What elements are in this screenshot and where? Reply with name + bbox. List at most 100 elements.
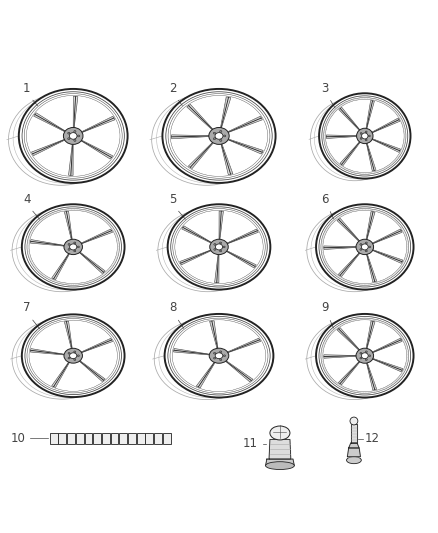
Ellipse shape bbox=[223, 246, 225, 248]
Polygon shape bbox=[366, 321, 375, 350]
Polygon shape bbox=[339, 107, 361, 132]
Polygon shape bbox=[339, 252, 361, 277]
Ellipse shape bbox=[369, 355, 371, 357]
Polygon shape bbox=[215, 253, 219, 282]
Ellipse shape bbox=[165, 314, 273, 398]
Ellipse shape bbox=[68, 248, 70, 251]
Ellipse shape bbox=[270, 426, 290, 440]
Text: 9: 9 bbox=[321, 301, 329, 314]
Ellipse shape bbox=[346, 457, 361, 464]
Polygon shape bbox=[210, 321, 218, 350]
Bar bbox=[85, 433, 92, 444]
Polygon shape bbox=[79, 229, 113, 245]
Ellipse shape bbox=[361, 353, 368, 359]
Polygon shape bbox=[32, 139, 67, 156]
Polygon shape bbox=[340, 141, 361, 165]
Polygon shape bbox=[182, 226, 213, 244]
Polygon shape bbox=[224, 360, 253, 382]
Polygon shape bbox=[78, 251, 105, 273]
Ellipse shape bbox=[213, 357, 215, 359]
Polygon shape bbox=[324, 355, 358, 358]
Bar bbox=[93, 433, 101, 444]
Bar bbox=[128, 433, 136, 444]
Polygon shape bbox=[73, 96, 78, 130]
Text: 12: 12 bbox=[365, 432, 380, 445]
Polygon shape bbox=[366, 101, 374, 130]
Bar bbox=[111, 433, 118, 444]
Text: 7: 7 bbox=[23, 301, 31, 314]
Text: 5: 5 bbox=[169, 192, 177, 206]
Ellipse shape bbox=[365, 359, 367, 360]
Ellipse shape bbox=[22, 204, 124, 289]
Polygon shape bbox=[220, 97, 231, 130]
Polygon shape bbox=[337, 219, 361, 243]
Polygon shape bbox=[226, 338, 261, 353]
Ellipse shape bbox=[360, 138, 362, 139]
Bar bbox=[137, 433, 145, 444]
Bar bbox=[154, 433, 162, 444]
Ellipse shape bbox=[213, 352, 215, 354]
Ellipse shape bbox=[209, 348, 229, 364]
Ellipse shape bbox=[64, 348, 82, 363]
Ellipse shape bbox=[360, 357, 362, 359]
Ellipse shape bbox=[64, 239, 82, 255]
Polygon shape bbox=[52, 252, 70, 280]
Polygon shape bbox=[219, 211, 223, 241]
Ellipse shape bbox=[219, 242, 222, 244]
Polygon shape bbox=[79, 139, 113, 159]
Ellipse shape bbox=[267, 411, 293, 466]
Ellipse shape bbox=[162, 89, 276, 183]
Ellipse shape bbox=[360, 133, 362, 134]
Polygon shape bbox=[366, 212, 375, 241]
Ellipse shape bbox=[365, 351, 367, 353]
Polygon shape bbox=[225, 250, 256, 268]
Polygon shape bbox=[171, 135, 211, 139]
Polygon shape bbox=[64, 321, 72, 350]
Polygon shape bbox=[371, 229, 402, 245]
Polygon shape bbox=[78, 360, 105, 382]
Ellipse shape bbox=[74, 359, 76, 360]
Ellipse shape bbox=[219, 250, 222, 252]
Ellipse shape bbox=[74, 131, 76, 132]
Ellipse shape bbox=[362, 133, 368, 139]
Polygon shape bbox=[366, 253, 377, 282]
Text: 2: 2 bbox=[169, 82, 177, 94]
Ellipse shape bbox=[68, 352, 70, 354]
Polygon shape bbox=[173, 349, 212, 355]
Polygon shape bbox=[349, 443, 359, 448]
Ellipse shape bbox=[78, 246, 79, 248]
Ellipse shape bbox=[215, 133, 223, 139]
Text: 8: 8 bbox=[169, 301, 177, 314]
Ellipse shape bbox=[219, 351, 222, 353]
Ellipse shape bbox=[68, 138, 70, 140]
Ellipse shape bbox=[70, 353, 77, 359]
Polygon shape bbox=[79, 338, 113, 353]
Ellipse shape bbox=[78, 135, 80, 137]
Ellipse shape bbox=[68, 357, 70, 359]
Polygon shape bbox=[351, 424, 357, 443]
Ellipse shape bbox=[68, 132, 70, 134]
Bar bbox=[163, 433, 171, 444]
Ellipse shape bbox=[219, 359, 222, 360]
Ellipse shape bbox=[350, 417, 358, 425]
Polygon shape bbox=[226, 139, 263, 154]
Polygon shape bbox=[30, 349, 66, 355]
Bar bbox=[49, 433, 57, 444]
Text: 3: 3 bbox=[321, 82, 328, 94]
Ellipse shape bbox=[215, 353, 223, 359]
Polygon shape bbox=[326, 135, 358, 139]
Polygon shape bbox=[366, 142, 376, 171]
Ellipse shape bbox=[365, 242, 367, 244]
Polygon shape bbox=[188, 141, 215, 168]
Ellipse shape bbox=[70, 244, 77, 250]
Text: 1: 1 bbox=[23, 82, 31, 94]
Ellipse shape bbox=[219, 131, 222, 132]
Ellipse shape bbox=[64, 127, 83, 144]
Polygon shape bbox=[34, 113, 67, 133]
Ellipse shape bbox=[210, 239, 228, 255]
Text: 6: 6 bbox=[321, 192, 329, 206]
Ellipse shape bbox=[319, 93, 410, 179]
Polygon shape bbox=[30, 239, 66, 246]
Ellipse shape bbox=[74, 140, 76, 141]
Ellipse shape bbox=[368, 135, 370, 137]
